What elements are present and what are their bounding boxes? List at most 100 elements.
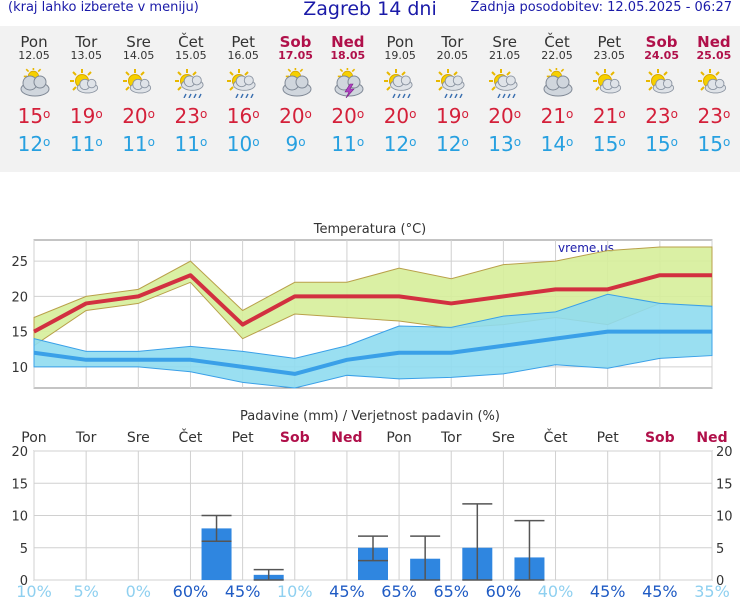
min-temp: 11o	[69, 132, 103, 156]
location-hint: (kraj lahko izberete v meniju)	[8, 0, 199, 15]
max-temp: 20o	[383, 104, 417, 128]
max-temp: 21o	[540, 104, 574, 128]
date-label: 14.05	[122, 49, 155, 62]
precip-probability: 45%	[642, 582, 678, 600]
sun-cloud-icon	[122, 69, 151, 94]
forecast-day: Sre 21.05 20o 13o	[479, 26, 531, 156]
precip-y-tick-left: 20	[11, 445, 28, 460]
weekday-label: Sob	[279, 33, 312, 51]
sun-rain-icon	[227, 69, 256, 98]
sun-cloud-icon	[70, 69, 99, 94]
date-label: 16.05	[227, 49, 259, 62]
date-label: 13.05	[70, 49, 103, 62]
precip-y-tick-left: 5	[20, 542, 28, 557]
precip-day-label: Sob	[645, 430, 675, 446]
sun-rain-icon	[488, 69, 518, 98]
weekday-label: Tor	[441, 33, 464, 51]
partly-cloudy-icon	[282, 68, 311, 97]
sun-rain-icon	[384, 69, 413, 98]
min-temp-line	[33, 329, 712, 376]
forecast-day: Ned 25.05 23o 15o	[688, 26, 740, 156]
precip-probability: 60%	[173, 582, 209, 600]
forecast-day: Čet 15.05 23o 11o	[165, 26, 217, 156]
precip-day-label: Pet	[597, 430, 620, 446]
min-temp: 15o	[592, 132, 626, 156]
precip-probability: 35%	[694, 582, 730, 600]
forecast-day: Sob 17.05 20o 9o	[270, 26, 322, 156]
forecast-day: Pet 23.05 21o 15o	[583, 26, 635, 156]
precip-day-label: Čet	[544, 428, 568, 446]
forecast-day: Ned 18.05 20o 11o	[322, 26, 374, 156]
max-temp: 16o	[226, 104, 260, 128]
forecast-day: Sob 24.05 23o 15o	[636, 26, 688, 156]
max-temp: 19o	[69, 104, 103, 128]
forecast-day: Tor 20.05 19o 12o	[426, 26, 478, 156]
min-temp: 15o	[645, 132, 678, 156]
min-temp: 11o	[122, 132, 155, 156]
max-temp: 20o	[331, 104, 365, 128]
precip-y-tick-right: 10	[716, 510, 733, 525]
min-temp: 14o	[540, 132, 574, 156]
weekday-label: Čet	[178, 33, 204, 51]
weekday-label: Ned	[331, 33, 365, 51]
precip-day-label: Pon	[386, 430, 411, 446]
max-temp: 20o	[488, 104, 522, 128]
min-temp: 12o	[435, 132, 469, 156]
min-temp: 13o	[488, 132, 522, 156]
forecast-day: Tor 13.05 19o 11o	[60, 26, 112, 156]
date-label: 19.05	[384, 49, 416, 62]
precip-probability: 5%	[73, 582, 98, 600]
date-label: 25.05	[696, 49, 732, 62]
max-temp: 20o	[122, 104, 155, 128]
precip-day-label: Tor	[75, 430, 97, 446]
forecast-day: Pon 12.05 15o 12o	[8, 26, 60, 156]
max-temp: 23o	[645, 104, 678, 128]
weekday-label: Pet	[231, 33, 255, 51]
precip-y-tick-right: 5	[716, 542, 724, 557]
min-temp: 12o	[383, 132, 417, 156]
max-temp: 20o	[279, 104, 312, 128]
precip-chart-title: Padavine (mm) / Verjetnost padavin (%)	[240, 409, 500, 424]
partly-cloudy-icon	[543, 68, 573, 97]
weekday-label: Pon	[386, 33, 414, 51]
last-update: Zadnja posodobitev: 12.05.2025 - 06:27	[470, 0, 732, 15]
weekday-label: Sre	[492, 33, 517, 51]
precip-day-label: Čet	[179, 428, 203, 446]
min-temp-band	[33, 293, 713, 389]
min-temp: 11o	[174, 132, 208, 156]
precip-day-label: Tor	[440, 430, 462, 446]
precip-y-tick-right: 0	[716, 574, 724, 589]
temp-chart-title: Temperatura (°C)	[313, 222, 426, 237]
sun-cloud-icon	[697, 69, 726, 94]
date-label: 21.05	[488, 49, 521, 62]
precip-probability: 10%	[16, 582, 52, 600]
weekday-label: Pon	[20, 33, 48, 51]
precip-probability: 45%	[590, 582, 626, 600]
date-label: 17.05	[278, 49, 313, 62]
max-temp: 21o	[592, 104, 626, 128]
precip-probability: 65%	[381, 582, 417, 600]
precip-probability: 10%	[277, 582, 313, 600]
watermark-label: vreme.us	[558, 241, 614, 255]
temp-y-tick: 10	[11, 361, 28, 376]
precip-probability: 0%	[126, 582, 151, 600]
date-label: 18.05	[330, 49, 366, 62]
precip-probability: 65%	[433, 582, 469, 600]
date-label: 20.05	[436, 49, 469, 62]
precip-y-tick-right: 15	[716, 477, 733, 492]
precip-day-label: Pet	[232, 430, 255, 446]
precip-day-label: Sob	[280, 430, 310, 446]
precip-probability: 40%	[538, 582, 574, 600]
precip-y-tick-left: 10	[11, 510, 28, 525]
max-temp: 15o	[17, 104, 51, 128]
forecast-day: Pet 16.05 16o 10o	[217, 26, 269, 156]
max-temp-line	[33, 273, 712, 334]
forecast-day: Sre 14.05 20o 11o	[113, 26, 165, 156]
date-label: 12.05	[18, 49, 50, 62]
weekday-label: Sob	[645, 33, 678, 51]
min-temp: 12o	[17, 132, 51, 156]
temp-y-tick: 20	[11, 290, 28, 305]
date-label: 15.05	[175, 49, 207, 62]
temp-y-tick: 25	[11, 255, 28, 270]
